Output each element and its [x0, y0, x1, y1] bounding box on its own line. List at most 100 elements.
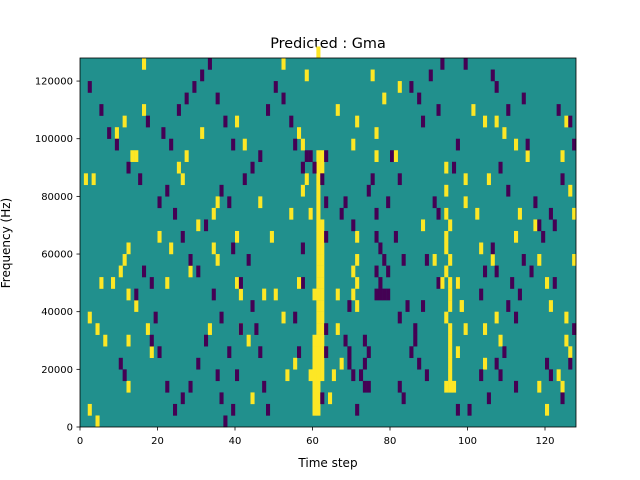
- heatmap-cell: [374, 230, 379, 243]
- heatmap-cell: [421, 219, 426, 232]
- heatmap-cell: [452, 161, 457, 174]
- heatmap-cell: [401, 392, 406, 405]
- heatmap-cell: [215, 369, 220, 382]
- heatmap-cell: [486, 173, 491, 186]
- heatmap-cell: [184, 150, 189, 162]
- heatmap-cell: [126, 161, 131, 174]
- heatmap-cells: [83, 46, 577, 428]
- heatmap-cell: [242, 138, 247, 151]
- heatmap-cell: [316, 46, 321, 59]
- heatmap-cell: [300, 161, 305, 174]
- heatmap-cell: [312, 403, 317, 416]
- x-tick-label: 80: [384, 436, 397, 447]
- heatmap-cell: [320, 323, 325, 335]
- heatmap-cell: [386, 196, 391, 209]
- heatmap-cell: [262, 288, 267, 301]
- heatmap-cell: [316, 334, 321, 347]
- heatmap-cell: [196, 265, 201, 278]
- heatmap-cell: [564, 115, 569, 128]
- heatmap-cell: [207, 58, 212, 70]
- heatmap-cell: [359, 369, 364, 382]
- heatmap-cell: [339, 207, 344, 220]
- heatmap-cell: [145, 115, 150, 128]
- heatmap-cell: [293, 357, 298, 370]
- heatmap-cell: [506, 300, 511, 312]
- heatmap-cell: [316, 369, 321, 382]
- heatmap-cell: [196, 219, 201, 232]
- heatmap-cell: [161, 127, 166, 139]
- heatmap-cell: [297, 277, 302, 289]
- heatmap-cell: [250, 300, 255, 312]
- heatmap-cell: [362, 357, 367, 370]
- heatmap-cell: [448, 346, 453, 359]
- heatmap-cell: [316, 380, 321, 393]
- heatmap-cell: [409, 346, 414, 359]
- heatmap-cell: [165, 184, 170, 197]
- chart-title: Predicted : Gma: [270, 36, 386, 52]
- heatmap-cell: [219, 311, 224, 324]
- heatmap-cell: [95, 415, 100, 428]
- heatmap-cell: [308, 207, 313, 220]
- heatmap-cell: [316, 357, 321, 370]
- heatmap-cell: [490, 254, 495, 266]
- heatmap-cell: [421, 115, 426, 128]
- heatmap-cell: [316, 277, 321, 289]
- heatmap-cell: [173, 403, 178, 416]
- heatmap-cell: [118, 357, 123, 370]
- heatmap-cell: [180, 173, 185, 186]
- heatmap-cell: [374, 127, 379, 139]
- heatmap-cell: [432, 254, 437, 266]
- x-axis-ticks: 0 20 40 60 80 100 120: [77, 427, 555, 447]
- heatmap-cell: [211, 242, 216, 255]
- heatmap-cell: [99, 104, 104, 116]
- heatmap-cell: [231, 242, 236, 255]
- heatmap-cell: [545, 403, 550, 416]
- heatmap-cell: [300, 184, 305, 197]
- heatmap-cell: [316, 265, 321, 278]
- heatmap-cell: [266, 104, 271, 116]
- heatmap-cell: [320, 357, 325, 370]
- heatmap-cell: [184, 92, 189, 105]
- heatmap-cell: [312, 380, 317, 393]
- heatmap-cell: [316, 346, 321, 359]
- heatmap-cell: [521, 254, 526, 266]
- heatmap-cell: [564, 334, 569, 347]
- heatmap-cell: [83, 173, 88, 186]
- heatmap-cell: [126, 288, 131, 301]
- heatmap-cell: [192, 81, 197, 93]
- heatmap-cell: [312, 346, 317, 359]
- heatmap-cell: [320, 265, 325, 278]
- heatmap-cell: [107, 127, 112, 139]
- heatmap-cell: [556, 369, 561, 382]
- heatmap-cell: [316, 254, 321, 266]
- heatmap-cell: [448, 288, 453, 301]
- heatmap-cell: [312, 369, 317, 382]
- heatmap-cell: [157, 346, 162, 359]
- heatmap-cell: [483, 357, 488, 370]
- heatmap-cell: [370, 69, 375, 82]
- heatmap-cell: [297, 127, 302, 139]
- heatmap-cell: [374, 207, 379, 220]
- heatmap-cell: [122, 115, 127, 128]
- heatmap-cell: [238, 288, 243, 301]
- heatmap-cell: [448, 277, 453, 289]
- heatmap-cell: [312, 392, 317, 405]
- heatmap-cell: [374, 150, 379, 162]
- heatmap-cell: [494, 265, 499, 278]
- heatmap-cell: [99, 277, 104, 289]
- heatmap-cell: [300, 242, 305, 255]
- heatmap-cell: [366, 380, 371, 393]
- heatmap-cell: [324, 150, 329, 162]
- y-tick-label: 0: [67, 423, 73, 434]
- heatmap-cell: [215, 92, 220, 105]
- heatmap-cell: [351, 138, 356, 151]
- heatmap-cell: [180, 392, 185, 405]
- heatmap-cell: [463, 196, 468, 209]
- heatmap-cell: [211, 288, 216, 301]
- heatmap-cell: [335, 104, 340, 116]
- heatmap-cell: [475, 207, 480, 220]
- heatmap-cell: [103, 334, 108, 347]
- heatmap-cell: [339, 357, 344, 370]
- heatmap-cell: [188, 254, 193, 266]
- heatmap-cell: [149, 277, 154, 289]
